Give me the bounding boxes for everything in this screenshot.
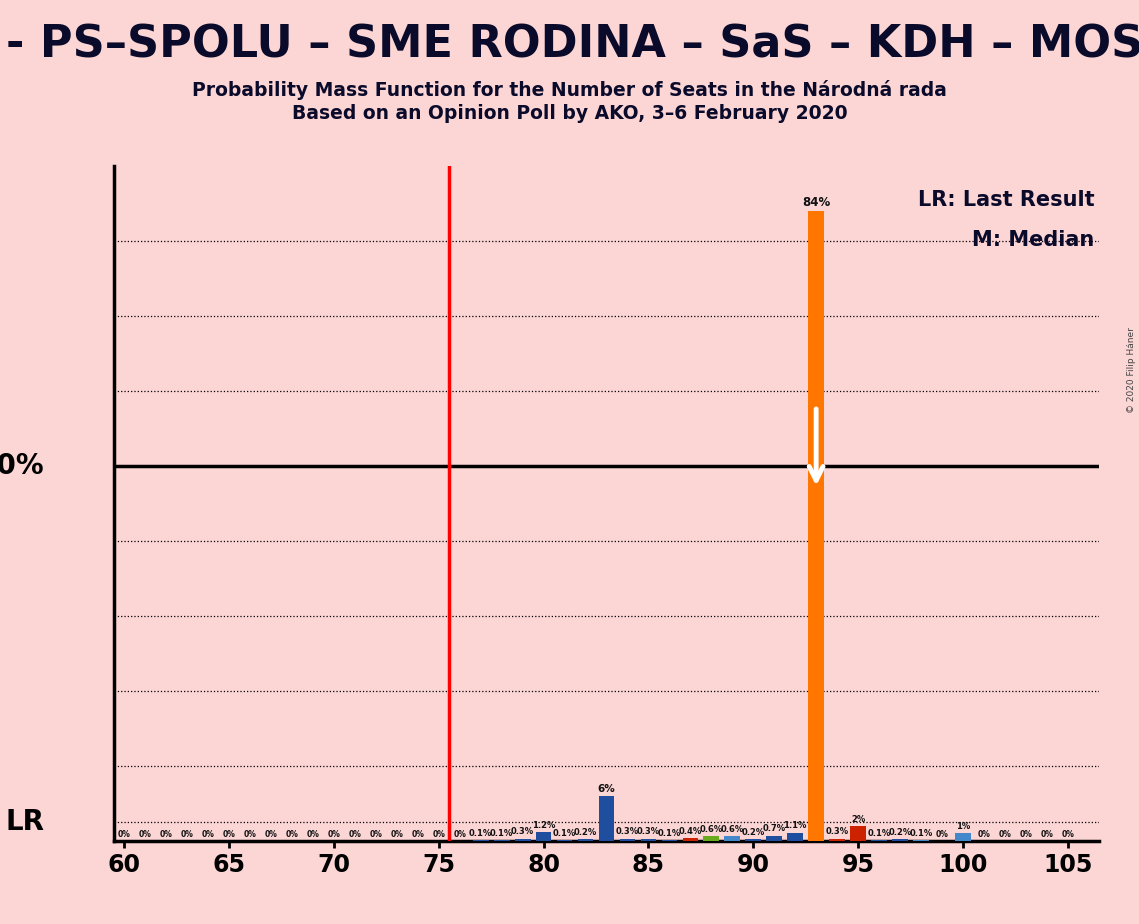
Bar xyxy=(724,836,740,841)
Text: M: Median: M: Median xyxy=(972,230,1095,250)
Text: 0%: 0% xyxy=(411,830,425,839)
Bar xyxy=(640,839,656,841)
Text: 0%: 0% xyxy=(244,830,256,839)
Text: 0%: 0% xyxy=(369,830,383,839)
Bar xyxy=(892,839,908,841)
Text: Probability Mass Function for the Number of Seats in the Národná rada: Probability Mass Function for the Number… xyxy=(192,80,947,101)
Bar xyxy=(577,839,593,841)
Bar xyxy=(620,839,636,841)
Text: 1%: 1% xyxy=(956,822,970,831)
Text: 0.3%: 0.3% xyxy=(511,827,534,836)
Text: 0.1%: 0.1% xyxy=(658,829,681,838)
Text: 1.1%: 1.1% xyxy=(784,821,806,831)
Text: 0.3%: 0.3% xyxy=(637,827,659,836)
Text: 6%: 6% xyxy=(598,784,615,794)
Text: 0.6%: 0.6% xyxy=(721,825,744,834)
Text: 0.2%: 0.2% xyxy=(741,828,765,837)
Text: 2%: 2% xyxy=(851,815,866,823)
Text: 0%: 0% xyxy=(935,830,949,839)
Text: 0%: 0% xyxy=(328,830,341,839)
Text: 0%: 0% xyxy=(306,830,319,839)
Text: 0%: 0% xyxy=(1040,830,1054,839)
Text: 0%: 0% xyxy=(391,830,403,839)
Text: 0.1%: 0.1% xyxy=(909,829,933,838)
Text: 0.3%: 0.3% xyxy=(616,827,639,836)
Text: 0%: 0% xyxy=(1019,830,1032,839)
Bar xyxy=(535,832,551,841)
Text: 1.2%: 1.2% xyxy=(532,821,556,830)
Bar xyxy=(682,838,698,841)
Bar xyxy=(745,839,761,841)
Bar xyxy=(787,833,803,841)
Text: 0%: 0% xyxy=(139,830,151,839)
Text: LR: Last Result: LR: Last Result xyxy=(918,190,1095,210)
Text: 84%: 84% xyxy=(802,196,830,209)
Text: 0.1%: 0.1% xyxy=(490,829,514,838)
Text: 0.2%: 0.2% xyxy=(574,828,597,837)
Text: 0.1%: 0.1% xyxy=(552,829,576,838)
Text: 0.6%: 0.6% xyxy=(699,825,723,834)
Text: 50%: 50% xyxy=(0,452,44,480)
Text: 0%: 0% xyxy=(999,830,1011,839)
Text: 0%: 0% xyxy=(977,830,990,839)
Text: LR: LR xyxy=(6,808,44,836)
Text: 0%: 0% xyxy=(349,830,361,839)
Text: 0%: 0% xyxy=(286,830,298,839)
Text: 0.3%: 0.3% xyxy=(826,827,849,836)
Text: 0.7%: 0.7% xyxy=(763,824,786,833)
Bar xyxy=(599,796,614,841)
Text: 0.4%: 0.4% xyxy=(679,827,702,835)
Text: 0%: 0% xyxy=(159,830,173,839)
Text: 0%: 0% xyxy=(181,830,194,839)
Text: 0%: 0% xyxy=(1062,830,1074,839)
Text: 0%: 0% xyxy=(223,830,236,839)
Text: 0%: 0% xyxy=(264,830,278,839)
Text: 0.1%: 0.1% xyxy=(469,829,492,838)
Text: © 2020 Filip Háner: © 2020 Filip Háner xyxy=(1126,327,1136,412)
Bar xyxy=(809,212,823,841)
Text: 0.1%: 0.1% xyxy=(868,829,891,838)
Text: - PS–SPOLU – SME RODINA – SaS – KDH – MOST–HÍD: - PS–SPOLU – SME RODINA – SaS – KDH – MO… xyxy=(6,23,1139,67)
Bar xyxy=(829,839,845,841)
Text: 0%: 0% xyxy=(453,830,466,839)
Bar xyxy=(850,826,866,841)
Bar xyxy=(767,835,782,841)
Text: 0%: 0% xyxy=(118,830,131,839)
Bar xyxy=(954,833,970,841)
Bar xyxy=(704,836,719,841)
Text: 0.2%: 0.2% xyxy=(888,828,911,837)
Bar xyxy=(515,839,531,841)
Text: Based on an Opinion Poll by AKO, 3–6 February 2020: Based on an Opinion Poll by AKO, 3–6 Feb… xyxy=(292,104,847,124)
Text: 0%: 0% xyxy=(202,830,214,839)
Text: 0%: 0% xyxy=(433,830,445,839)
